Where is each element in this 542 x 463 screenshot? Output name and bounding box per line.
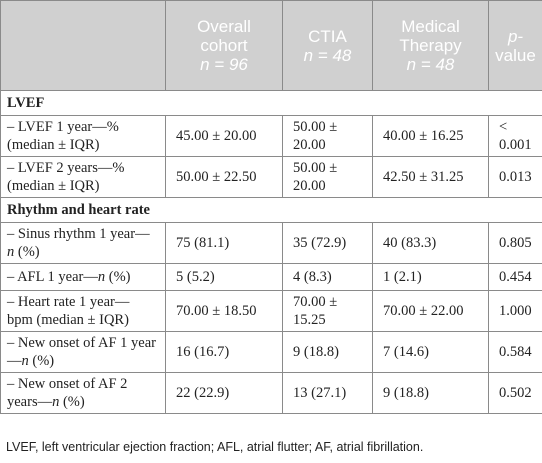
table-row: – Sinus rhythm 1 year— n (%) 75 (81.1) 35… (0, 222, 542, 264)
row-label: – Heart rate 1 year— bpm (median ± IQR) (0, 290, 166, 332)
cell-medical: 40 (83.3) (372, 222, 489, 264)
cell-ctia: 70.00 ± 15.25 (282, 290, 373, 332)
cell-p: 0.013 (488, 156, 542, 198)
header-empty (0, 0, 166, 91)
section-row-lvef: LVEF (0, 90, 542, 116)
results-table: Overall cohort n = 96 CTIA n = 48 Medica… (0, 0, 542, 414)
cell-ctia: 13 (27.1) (282, 372, 373, 414)
table-row: – AFL 1 year—n (%) 5 (5.2) 4 (8.3) 1 (2.… (0, 263, 542, 291)
cell-p: 0.805 (488, 222, 542, 264)
header-p-value: p- value (488, 0, 542, 91)
cell-p: 1.000 (488, 290, 542, 332)
cell-overall: 75 (81.1) (165, 222, 283, 264)
cell-medical: 9 (18.8) (372, 372, 489, 414)
cell-ctia: 50.00 ± 20.00 (282, 156, 373, 198)
cell-medical: 1 (2.1) (372, 263, 489, 291)
cell-ctia: 35 (72.9) (282, 222, 373, 264)
row-label: – New onset of AF 1 year —n (%) (0, 331, 166, 373)
table-row: – New onset of AF 2 years—n (%) 22 (22.9)… (0, 372, 542, 414)
cell-overall: 45.00 ± 20.00 (165, 115, 283, 157)
table-row: – LVEF 2 years—% (median ± IQR) 50.00 ± … (0, 156, 542, 198)
cell-ctia: 4 (8.3) (282, 263, 373, 291)
cell-medical: 40.00 ± 16.25 (372, 115, 489, 157)
row-label: – New onset of AF 2 years—n (%) (0, 372, 166, 414)
header-medical-therapy: Medical Therapy n = 48 (372, 0, 489, 91)
cell-overall: 5 (5.2) (165, 263, 283, 291)
header-ctia: CTIA n = 48 (282, 0, 373, 91)
cell-medical: 70.00 ± 22.00 (372, 290, 489, 332)
cell-overall: 22 (22.9) (165, 372, 283, 414)
table-row: – LVEF 1 year—% (median ± IQR) 45.00 ± 2… (0, 115, 542, 157)
cell-overall: 16 (16.7) (165, 331, 283, 373)
cell-p: < 0.001 (488, 115, 542, 157)
table-container: Overall cohort n = 96 CTIA n = 48 Medica… (0, 0, 542, 414)
row-label: – AFL 1 year—n (%) (0, 263, 166, 291)
table-row: – New onset of AF 1 year —n (%) 16 (16.7)… (0, 331, 542, 373)
row-label: – LVEF 2 years—% (median ± IQR) (0, 156, 166, 198)
cell-p: 0.584 (488, 331, 542, 373)
cell-ctia: 9 (18.8) (282, 331, 373, 373)
row-label: – LVEF 1 year—% (median ± IQR) (0, 115, 166, 157)
cell-overall: 70.00 ± 18.50 (165, 290, 283, 332)
cell-medical: 42.50 ± 31.25 (372, 156, 489, 198)
cell-p: 0.502 (488, 372, 542, 414)
row-label: – Sinus rhythm 1 year— n (%) (0, 222, 166, 264)
section-row-rhythm: Rhythm and heart rate (0, 197, 542, 223)
header-overall: Overall cohort n = 96 (165, 0, 283, 91)
header-row: Overall cohort n = 96 CTIA n = 48 Medica… (0, 0, 542, 91)
cell-medical: 7 (14.6) (372, 331, 489, 373)
table-footnote: LVEF, left ventricular ejection fraction… (6, 440, 424, 454)
table-row: – Heart rate 1 year— bpm (median ± IQR) 7… (0, 290, 542, 332)
cell-ctia: 50.00 ± 20.00 (282, 115, 373, 157)
cell-p: 0.454 (488, 263, 542, 291)
section-label-rhythm: Rhythm and heart rate (0, 197, 542, 223)
section-label-lvef: LVEF (0, 90, 542, 116)
cell-overall: 50.00 ± 22.50 (165, 156, 283, 198)
